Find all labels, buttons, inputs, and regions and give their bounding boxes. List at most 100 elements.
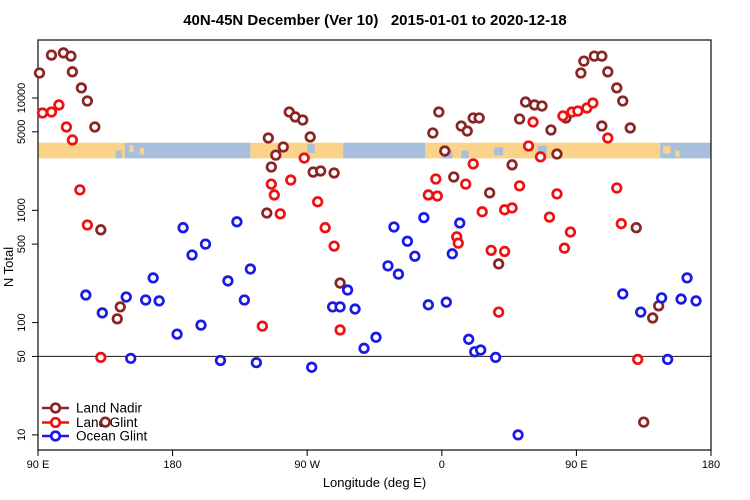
data-point-land-nadir — [315, 165, 327, 177]
data-point-land-glint — [522, 140, 535, 152]
x-tick-label: 90 E — [565, 459, 588, 471]
chart-title: 40N-45N December (Ver 10) 2015-01-01 to … — [183, 12, 567, 29]
data-point-land-glint — [312, 196, 324, 208]
data-point-land-glint — [53, 99, 65, 111]
data-point-land-nadir — [89, 121, 101, 133]
data-point-land-nadir — [75, 82, 88, 94]
map-strip-patch-land — [129, 145, 134, 153]
data-point-land-nadir — [114, 301, 126, 313]
data-point-land-glint — [602, 132, 614, 144]
data-point-land-nadir — [492, 258, 505, 270]
data-point-land-glint — [334, 324, 346, 336]
data-point-land-nadir — [461, 125, 473, 137]
x-tick-label: 0 — [439, 459, 445, 471]
data-point-land-nadir — [427, 127, 439, 139]
y-tick-label: 5000 — [16, 120, 28, 144]
data-point-land-glint — [492, 306, 505, 318]
data-point-land-nadir — [304, 131, 316, 143]
plot-border — [37, 39, 712, 451]
y-tick-label: 50 — [16, 350, 28, 362]
data-point-ocean-glint — [635, 306, 647, 318]
map-strip-patch-ocean — [115, 150, 122, 159]
data-point-ocean-glint — [214, 354, 227, 367]
data-point-land-glint — [558, 242, 571, 254]
data-point-land-glint — [534, 151, 547, 163]
data-point-land-nadir — [596, 120, 608, 132]
data-point-ocean-glint — [186, 249, 198, 261]
map-strip-patch-land — [139, 148, 145, 155]
data-point-land-nadir — [545, 124, 557, 136]
data-point-land-glint — [485, 244, 497, 256]
data-point-land-nadir — [95, 224, 107, 236]
data-point-land-nadir — [297, 114, 309, 126]
legend-marker — [49, 430, 62, 442]
data-point-ocean-glint — [341, 284, 354, 296]
data-point-land-nadir — [99, 416, 111, 428]
data-point-land-nadir — [334, 277, 346, 289]
data-point-land-nadir — [277, 141, 289, 153]
data-point-land-nadir — [45, 49, 58, 61]
data-point-land-glint — [256, 320, 268, 332]
legend-marker — [49, 402, 62, 414]
data-point-ocean-glint — [440, 296, 452, 308]
map-strip-patch-land — [663, 145, 671, 154]
x-tick-label: 180 — [163, 459, 181, 471]
data-point-land-nadir — [65, 50, 77, 62]
data-point-land-glint — [81, 219, 94, 231]
data-point-land-nadir — [270, 149, 282, 161]
map-strip-patch-land — [675, 150, 680, 157]
data-point-land-glint — [265, 178, 277, 190]
data-point-land-glint — [513, 180, 526, 192]
legend-label: Land Nadir — [76, 401, 143, 416]
data-point-ocean-glint — [392, 268, 405, 280]
map-strip-segment-land — [250, 142, 344, 159]
data-point-land-glint — [557, 110, 569, 122]
data-point-ocean-glint — [409, 250, 421, 262]
data-point-land-nadir — [433, 106, 445, 118]
data-point-land-nadir — [506, 159, 518, 171]
data-point-ocean-glint — [147, 272, 159, 284]
data-point-land-glint — [285, 174, 297, 186]
x-tick-label: 90 E — [27, 459, 50, 471]
data-point-land-glint — [452, 237, 464, 249]
data-point-land-nadir — [551, 148, 563, 160]
data-point-ocean-glint — [140, 294, 152, 306]
data-point-ocean-glint — [349, 303, 361, 315]
data-point-ocean-glint — [222, 275, 234, 287]
x-tick-label: 180 — [702, 459, 720, 471]
data-point-land-glint — [564, 226, 577, 238]
data-point-ocean-glint — [388, 221, 400, 233]
data-point-land-glint — [74, 184, 86, 196]
data-point-land-glint — [543, 211, 556, 223]
data-point-land-nadir — [647, 312, 659, 324]
data-point-land-glint — [467, 158, 479, 170]
data-point-land-glint — [587, 97, 599, 109]
data-point-land-glint — [476, 206, 488, 218]
data-point-land-glint — [632, 353, 644, 366]
data-point-ocean-glint — [446, 248, 458, 260]
data-point-ocean-glint — [454, 217, 466, 229]
data-point-land-nadir — [638, 416, 650, 428]
data-point-ocean-glint — [306, 361, 318, 373]
data-point-ocean-glint — [153, 295, 165, 307]
map-strip-patch-ocean — [537, 145, 547, 156]
data-point-ocean-glint — [512, 429, 524, 441]
data-point-land-glint — [319, 222, 331, 234]
data-point-ocean-glint — [401, 235, 414, 247]
data-point-ocean-glint — [334, 301, 346, 313]
data-point-land-glint — [268, 189, 280, 201]
data-point-land-glint — [36, 107, 49, 119]
y-tick-label: 1000 — [16, 198, 28, 222]
data-point-ocean-glint — [244, 263, 257, 275]
data-point-land-nadir — [624, 122, 636, 134]
data-point-land-glint — [611, 182, 623, 194]
y-tick-label: 10 — [16, 429, 28, 441]
data-point-ocean-glint — [655, 292, 668, 304]
data-point-land-glint — [460, 178, 472, 190]
data-point-land-glint — [506, 202, 518, 214]
data-point-ocean-glint — [199, 238, 212, 250]
data-point-land-glint — [615, 218, 627, 230]
data-point-land-nadir — [81, 95, 94, 107]
data-point-land-nadir — [575, 67, 587, 79]
